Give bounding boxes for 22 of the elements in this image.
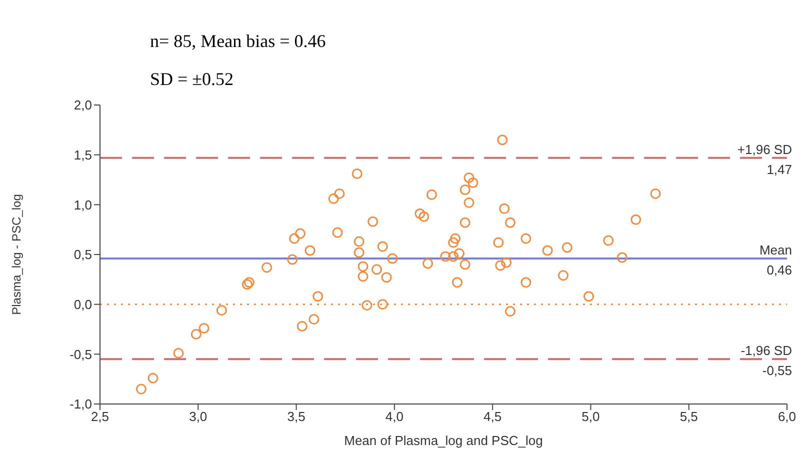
y-tick-label: 2,0 [74,98,92,113]
x-tick-label: 4,5 [484,409,502,424]
y-axis-title: Plasma_log - PSC_log [9,194,24,315]
x-tick-label: 2,5 [90,409,110,424]
x-tick-label: 3,0 [189,409,208,424]
ref-line-label: Mean 0,46 [759,242,792,278]
y-tick-label: 0,0 [74,296,92,312]
chart-title: n= 85, Mean bias = 0.46 [150,30,326,53]
x-tick-label: 4,0 [385,409,404,424]
x-tick-label: 5,0 [582,409,600,424]
x-tick-label: 6,0 [778,409,796,424]
y-tick-label: -0,5 [70,346,92,362]
y-tick-label: 1,0 [74,197,92,212]
chart-subtitle: SD = ±0.52 [150,68,235,91]
x-tick-label: 5,5 [680,409,698,424]
ref-line-label: -1,96 SD -0,55 [740,343,792,378]
y-tick-label: 1,5 [74,147,92,162]
y-tick-label: 0,5 [74,247,92,262]
ref-line-label: +1,96 SD 1,47 [737,142,792,177]
y-tick-label: -1,0 [70,396,92,412]
x-axis-title: Mean of Plasma_log and PSC_log [344,433,543,448]
x-tick-label: 3,5 [287,409,306,424]
